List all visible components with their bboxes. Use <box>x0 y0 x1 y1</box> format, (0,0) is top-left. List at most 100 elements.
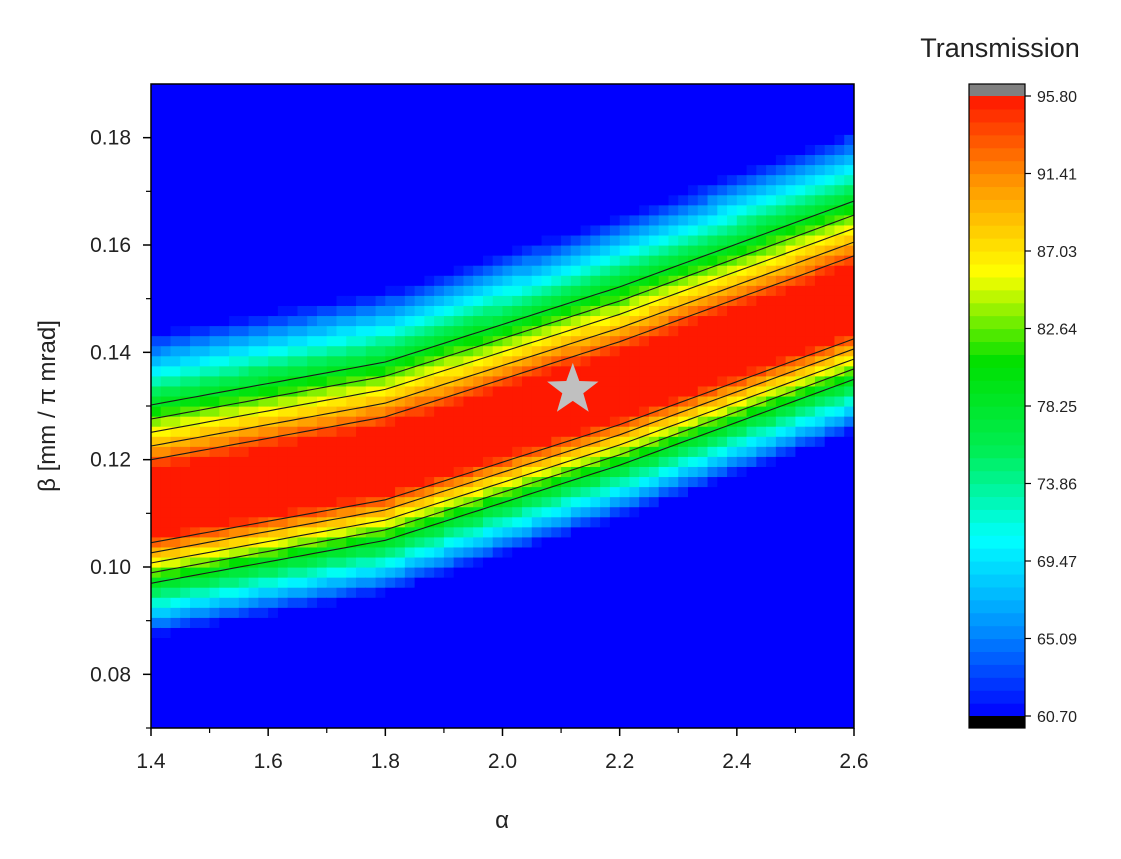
heat-cell <box>199 516 211 528</box>
heat-cell <box>805 476 816 488</box>
heat-cell <box>512 84 523 95</box>
heat-cell <box>805 617 816 628</box>
heat-cell <box>170 687 181 699</box>
heat-cell <box>707 335 718 347</box>
heat-cell <box>287 717 299 728</box>
heat-cell <box>775 275 787 286</box>
heat-cell <box>346 184 357 196</box>
heat-cell <box>336 556 347 568</box>
heat-cell <box>561 335 572 347</box>
heat-cell <box>668 154 679 166</box>
heat-cell <box>307 365 318 377</box>
heat-cell <box>482 556 494 568</box>
heat-cell <box>541 265 552 276</box>
heat-cell <box>190 567 201 578</box>
heat-cell <box>287 315 299 327</box>
heat-cell <box>180 697 191 709</box>
contour-line <box>151 200 854 406</box>
heat-cell <box>785 134 797 145</box>
heat-cell <box>766 234 777 246</box>
heat-cell <box>512 436 523 447</box>
heat-cell <box>180 456 191 467</box>
heat-cell <box>717 144 728 156</box>
heat-cell <box>424 406 435 417</box>
heat-cell <box>170 245 181 256</box>
heat-cell <box>277 275 289 286</box>
heat-cell <box>453 365 465 377</box>
heat-cell <box>746 446 757 457</box>
heat-cell <box>805 426 816 437</box>
heat-cell <box>639 677 650 689</box>
heat-cell <box>424 194 435 206</box>
heat-cell <box>385 577 396 588</box>
heat-cell <box>375 617 386 628</box>
heat-cell <box>443 94 455 105</box>
heat-cell <box>561 94 572 105</box>
heat-cell <box>512 245 523 256</box>
heat-cell <box>580 406 591 417</box>
heat-cell <box>570 717 582 728</box>
heat-cell <box>238 214 250 226</box>
heat-cell <box>258 637 269 649</box>
heat-cell <box>766 516 777 528</box>
heat-cell <box>365 637 377 649</box>
heat-cell <box>570 516 582 528</box>
heat-cell <box>600 496 611 508</box>
heat-cell <box>326 486 338 498</box>
heat-cell <box>190 456 201 467</box>
heat-cell <box>805 717 816 728</box>
heat-cell <box>775 406 787 417</box>
heat-cell <box>385 717 396 728</box>
heat-cell <box>775 365 787 377</box>
heat-cell <box>629 687 640 699</box>
heat-cell <box>590 275 601 286</box>
heat-cell <box>522 627 533 639</box>
heat-cell <box>522 134 533 145</box>
heat-cell <box>336 697 347 709</box>
heat-cell <box>365 657 377 669</box>
heat-cell <box>297 275 308 286</box>
heat-cell <box>190 516 201 528</box>
heat-cell <box>736 385 748 397</box>
heat-cell <box>336 245 347 256</box>
heat-cell <box>180 114 191 125</box>
heat-cell <box>229 577 240 588</box>
heat-cell <box>717 184 728 196</box>
heat-cell <box>326 114 338 125</box>
heat-cell <box>522 546 533 558</box>
heat-cell <box>600 355 611 367</box>
heat-cell <box>209 426 220 437</box>
heat-cell <box>453 506 465 518</box>
heat-cell <box>629 174 640 186</box>
heat-cell <box>541 315 552 327</box>
heat-cell <box>580 436 591 447</box>
heat-cell <box>629 365 640 377</box>
heat-cell <box>307 436 318 447</box>
heat-cell <box>453 436 465 447</box>
heat-cell <box>824 305 836 317</box>
heat-cell <box>541 567 552 578</box>
heat-cell <box>658 556 670 568</box>
heat-cell <box>424 697 435 709</box>
heat-cell <box>297 295 308 306</box>
heat-cell <box>766 134 777 145</box>
heat-cell <box>522 375 533 387</box>
heat-cell <box>414 577 425 588</box>
heat-cell <box>619 214 631 226</box>
heat-cell <box>277 325 289 337</box>
heat-cell <box>785 617 797 628</box>
heat-cell <box>688 204 699 216</box>
heat-cell <box>443 204 455 216</box>
heat-cell <box>502 526 513 538</box>
heat-cell <box>541 426 552 437</box>
heat-cell <box>551 556 562 568</box>
heat-cell <box>736 577 748 588</box>
heat-cell <box>727 647 738 659</box>
heat-cell <box>482 587 494 598</box>
heat-cell <box>307 707 318 719</box>
colorbar-band <box>969 147 1025 162</box>
heat-cell <box>434 224 445 236</box>
heat-cell <box>824 697 836 709</box>
heat-cell <box>609 556 621 568</box>
heat-cell <box>492 134 504 145</box>
